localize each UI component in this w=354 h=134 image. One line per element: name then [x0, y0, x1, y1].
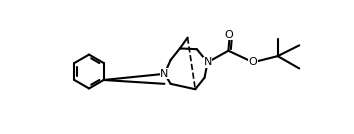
- Text: N: N: [160, 69, 169, 79]
- Text: O: O: [249, 57, 257, 67]
- Text: O: O: [224, 30, 233, 40]
- Text: N: N: [204, 57, 212, 67]
